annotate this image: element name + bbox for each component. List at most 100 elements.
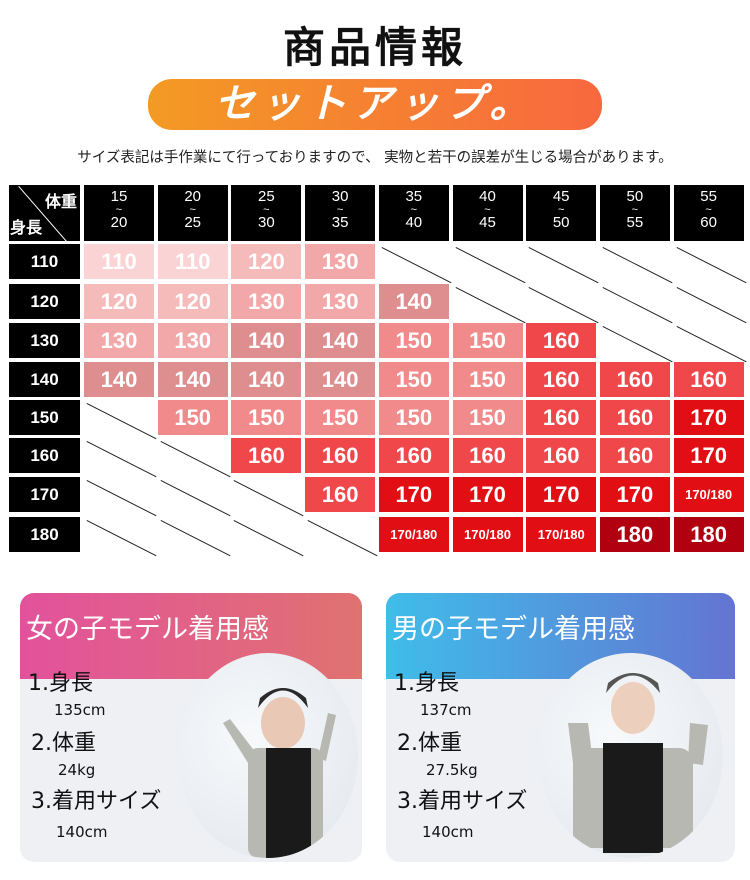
size-cell: 160: [526, 362, 597, 397]
size-cell: 120: [84, 284, 154, 319]
size-cell: 150: [378, 400, 449, 435]
height-header-cell: 130: [9, 323, 80, 358]
size-cell: 150: [452, 362, 523, 397]
weight-range-part: 50: [626, 188, 644, 205]
size-cell: 130: [305, 244, 376, 279]
weight-range-part: 55: [626, 214, 644, 231]
spec-value: 140cm: [56, 823, 108, 841]
size-cell: 170: [673, 400, 744, 435]
size-cell: 170/180: [673, 477, 744, 512]
empty-cell-slash: [86, 520, 157, 557]
size-cell: 160: [526, 400, 597, 435]
empty-cell-slash: [528, 287, 599, 324]
weight-range-part: ~: [631, 204, 639, 216]
size-note: サイズ表記は手作業にて行っておりますので、 実物と若干の誤差が生じる場合がありま…: [77, 150, 673, 166]
empty-cell-slash: [381, 247, 452, 284]
size-cell: 140: [157, 362, 228, 397]
weight-range-part: 40: [405, 214, 423, 231]
size-cell: 130: [84, 323, 154, 358]
size-cell: 170: [378, 477, 449, 512]
weight-range-part: 25: [258, 188, 275, 205]
spec-label: 3.着用サイズ: [31, 789, 162, 814]
height-header-cell: 160: [9, 438, 80, 473]
empty-cell-slash: [86, 441, 157, 478]
spec-label: 2.体重: [397, 731, 462, 756]
size-cell: 160: [378, 438, 449, 473]
size-cell: 140: [231, 362, 302, 397]
size-cell: 150: [305, 400, 376, 435]
size-cell: 170: [599, 477, 670, 512]
girl-model-card: 女の子モデル着用感 1.身長 135cm 2.体重 24kg 3.着用サイズ 140cm: [20, 593, 362, 862]
empty-cell-slash: [86, 480, 157, 517]
size-cell: 180: [599, 517, 670, 552]
corner-weight-label: 体重: [44, 194, 77, 211]
weight-header-cell: 30 ~35: [305, 185, 376, 241]
size-cell: 160: [599, 438, 670, 473]
size-cell: 120: [231, 244, 302, 279]
weight-range-part: ~: [336, 204, 344, 216]
spec-value: 140cm: [422, 823, 474, 841]
empty-cell-slash: [528, 247, 599, 284]
size-cell: 140: [305, 362, 376, 397]
boy-model-card: 男の子モデル着用感 1.身長 137cm 2.体重 27.5kg 3.着用サイズ 140c…: [386, 593, 735, 862]
spec-value: 137cm: [420, 701, 472, 719]
corner-height-label: 身長: [10, 220, 43, 237]
spec-label: 3.着用サイズ: [397, 789, 528, 814]
weight-range-part: ~: [705, 204, 712, 216]
empty-cell-slash: [160, 520, 231, 557]
size-cell: 170: [673, 438, 744, 473]
weight-header-cell: 50 ~55: [599, 185, 670, 241]
size-cell: 150: [231, 400, 302, 435]
empty-cell-slash: [86, 403, 157, 440]
empty-cell-slash: [455, 247, 525, 284]
size-cell: 170/180: [526, 517, 597, 552]
page-title: 商品情報: [282, 23, 467, 72]
size-cell: 170/180: [378, 517, 449, 552]
weight-range-part: 45: [479, 214, 496, 231]
size-cell: 130: [231, 284, 302, 319]
size-cell: 160: [305, 477, 376, 512]
size-cell: 160: [673, 362, 744, 397]
weight-range-part: 35: [331, 214, 349, 231]
size-cell: 170: [452, 477, 523, 512]
empty-cell-slash: [602, 287, 673, 324]
empty-cell-slash: [676, 247, 747, 284]
empty-cell-slash: [602, 247, 673, 284]
weight-range-part: ~: [263, 204, 270, 216]
girl-model-photo: [178, 653, 358, 858]
empty-cell-slash: [602, 326, 673, 363]
weight-range-part: ~: [557, 204, 565, 216]
size-cell: 110: [157, 244, 228, 279]
empty-cell-slash: [307, 520, 378, 557]
size-cell: 170/180: [452, 517, 523, 552]
height-header-cell: 110: [9, 244, 80, 279]
size-cell: 140: [378, 284, 449, 319]
size-cell: 110: [84, 244, 154, 279]
weight-range-part: 45: [552, 188, 570, 205]
boy-model-photo: [538, 653, 723, 858]
size-cell: 140: [305, 323, 376, 358]
size-cell: 120: [157, 284, 228, 319]
empty-cell-slash: [676, 326, 747, 363]
weight-range-part: 30: [331, 188, 349, 205]
height-header-cell: 180: [9, 517, 80, 552]
setup-banner: セットアップ。: [148, 79, 602, 130]
empty-cell-slash: [233, 520, 304, 557]
weight-range-part: ~: [410, 204, 418, 216]
weight-range-part: 35: [405, 188, 423, 205]
weight-header-cell: 55 ~60: [673, 185, 744, 241]
empty-cell-slash: [455, 287, 525, 324]
weight-header-cell: 20 ~25: [157, 185, 228, 241]
weight-range-part: ~: [484, 204, 491, 216]
empty-cell-slash: [233, 480, 304, 517]
size-cell: 160: [526, 323, 597, 358]
size-cell: 160: [305, 438, 376, 473]
weight-range-part: 20: [110, 214, 128, 231]
size-cell: 130: [157, 323, 228, 358]
size-cell: 140: [231, 323, 302, 358]
size-cell: 160: [452, 438, 523, 473]
weight-header-cell: 25 ~30: [231, 185, 302, 241]
weight-range-part: 40: [479, 188, 496, 205]
size-cell: 160: [599, 362, 670, 397]
weight-range-part: ~: [189, 204, 196, 216]
